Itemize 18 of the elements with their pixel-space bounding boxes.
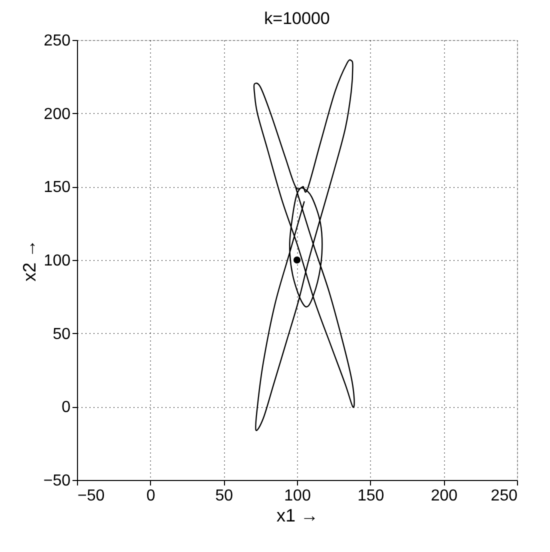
y-tick-label: 50 — [52, 326, 71, 343]
y-tick-label: 100 — [44, 252, 71, 270]
y-tick-label: 250 — [44, 32, 71, 50]
y-axis-title: x2 → — [19, 239, 40, 282]
chart-title: k=10000 — [264, 9, 330, 28]
x-tick-label: 50 — [215, 488, 234, 504]
x-tick-label: 200 — [430, 488, 458, 504]
x-tick-label: 0 — [146, 488, 156, 504]
x-axis-title: x1 → — [276, 506, 319, 526]
x-tick-label: 250 — [490, 488, 518, 504]
y-tick-label: −50 — [43, 472, 71, 490]
y-tick-label: 0 — [62, 399, 71, 416]
x-tick-label: −50 — [78, 488, 105, 504]
y-tick-label: 200 — [44, 106, 71, 123]
line-series — [254, 60, 355, 431]
y-tick-label: 150 — [44, 179, 71, 196]
x-tick-label: 150 — [357, 488, 384, 504]
x-tick-label: 100 — [284, 488, 311, 504]
